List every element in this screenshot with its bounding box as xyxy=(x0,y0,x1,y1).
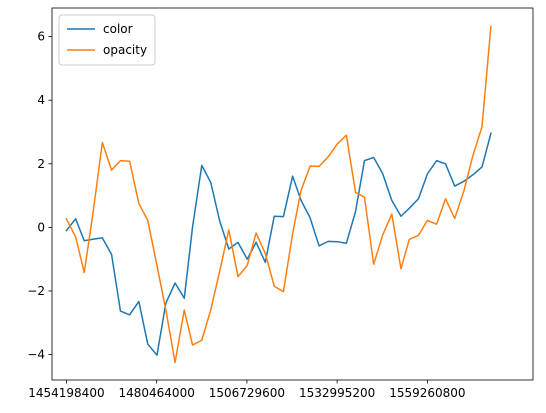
legend-box xyxy=(58,14,156,66)
y-tick-label: −2 xyxy=(27,284,45,298)
plot-frame xyxy=(51,7,534,381)
x-tick-label: 1454198400 xyxy=(28,386,104,400)
x-axis: 1454198400 1480464000 1506729600 1532995200… xyxy=(28,380,466,400)
y-tick-label: 2 xyxy=(37,157,45,171)
x-tick-label: 1480464000 xyxy=(118,386,194,400)
y-tick-label: 6 xyxy=(37,30,45,44)
y-tick-label: 0 xyxy=(37,220,45,234)
legend-label-opacity: opacity xyxy=(103,43,147,57)
y-tick-label: 4 xyxy=(37,93,45,107)
x-tick-label: 1532995200 xyxy=(299,386,375,400)
y-axis: −4 −2 0 2 4 6 xyxy=(27,30,52,362)
x-tick-label: 1559260800 xyxy=(389,386,465,400)
legend: color opacity xyxy=(58,14,156,66)
series-line-opacity xyxy=(65,25,492,364)
series-line-color xyxy=(65,132,492,356)
legend-label-color: color xyxy=(103,22,133,36)
y-tick-label: −4 xyxy=(27,348,45,362)
plot-area xyxy=(51,7,534,381)
x-tick-label: 1506729600 xyxy=(209,386,285,400)
